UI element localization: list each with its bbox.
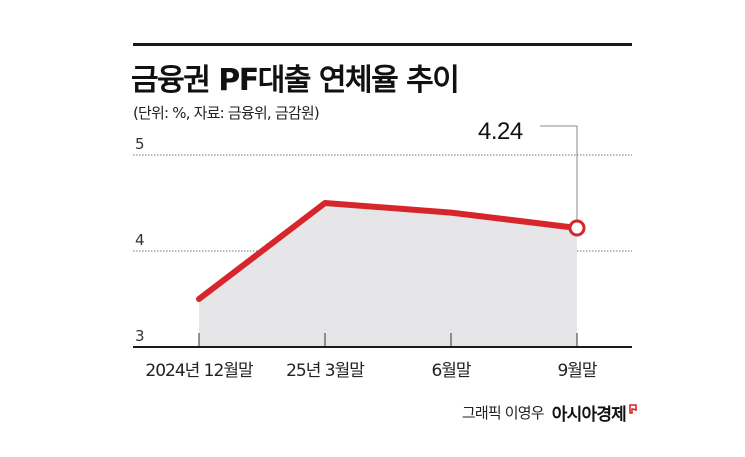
chart-subtitle: (단위: %, 자료: 금융위, 금감원)	[133, 104, 320, 122]
data-line	[196, 200, 580, 302]
x-tick-label: 6월말	[431, 361, 471, 381]
credit: 그래픽 이영우 아시아경제	[462, 400, 637, 425]
x-tick-label: 25년 3월말	[286, 361, 365, 381]
x-tick-label: 9월말	[557, 361, 597, 381]
last-point-marker	[568, 219, 586, 237]
x-axis-labels: 2024년 12월말 25년 3월말 6월말 9월말	[145, 361, 599, 381]
x-axis-ticks	[198, 333, 578, 347]
y-axis-ticks: 3 4 5	[135, 135, 145, 345]
y-tick-label: 4	[135, 231, 145, 249]
chart-title: 금융권 PF대출 연체율 추이	[131, 63, 460, 98]
annotation-leader-line	[540, 125, 578, 220]
area-fill	[199, 203, 577, 347]
y-tick-label: 5	[135, 135, 145, 153]
top-rule	[133, 43, 632, 46]
x-tick-label: 2024년 12월말	[145, 361, 254, 381]
annotation-value: 4.24	[478, 118, 523, 145]
graphic-author: 그래픽 이영우	[461, 404, 545, 422]
brand-name: 아시아경제	[551, 405, 627, 425]
y-tick-label: 3	[135, 327, 145, 345]
brand-flag-icon	[629, 403, 637, 414]
